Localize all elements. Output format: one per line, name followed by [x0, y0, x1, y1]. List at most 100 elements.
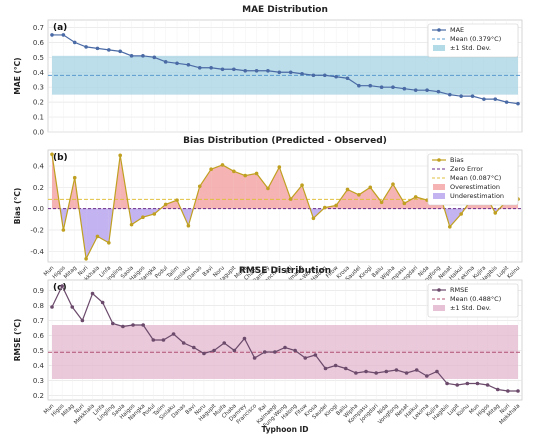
y-axis-label: RMSE (°C)	[13, 319, 22, 361]
data-point	[283, 345, 287, 350]
overestimation-fill	[290, 185, 303, 209]
data-point	[131, 323, 135, 327]
data-point	[425, 88, 429, 92]
data-point	[448, 92, 452, 97]
overestimation-fill	[358, 187, 371, 209]
legend-label: Mean (0.488°C)	[450, 295, 501, 303]
data-point	[232, 169, 236, 174]
overestimation-fill	[370, 187, 382, 209]
data-point	[163, 202, 168, 207]
y-tick-label: 0.1	[33, 114, 44, 122]
data-point	[129, 222, 134, 227]
data-point	[368, 83, 373, 88]
data-point	[334, 74, 338, 79]
data-point	[254, 171, 259, 176]
data-point	[192, 345, 196, 350]
data-point	[141, 215, 145, 219]
data-point	[485, 383, 490, 387]
data-point	[323, 366, 328, 371]
data-point	[482, 97, 486, 101]
data-point	[277, 165, 282, 169]
overestimation-fill	[381, 184, 393, 209]
data-point	[175, 61, 179, 66]
data-point	[394, 368, 399, 372]
panel-label: (c)	[53, 283, 67, 293]
data-point	[402, 201, 407, 206]
data-point	[254, 68, 259, 73]
y-tick-label: 0.0	[33, 129, 44, 137]
data-point	[354, 371, 358, 375]
data-point	[379, 200, 384, 205]
data-point	[455, 383, 460, 387]
y-tick-label: 0.5	[33, 347, 44, 355]
underestimation-fill	[97, 208, 109, 243]
data-point	[436, 89, 441, 94]
legend-label: Mean (0.087°C)	[450, 174, 501, 182]
data-point	[181, 341, 186, 345]
x-tick-label: Podul	[154, 265, 169, 280]
y-tick-label: 0.4	[33, 69, 45, 77]
data-point	[413, 195, 418, 199]
x-tick-label: Rai	[284, 265, 295, 276]
data-point	[516, 101, 520, 106]
data-point	[232, 67, 236, 72]
data-point	[288, 70, 293, 75]
data-point	[300, 183, 304, 187]
data-point	[186, 63, 191, 67]
legend-label: Zero Error	[450, 165, 483, 173]
underestimation-fill	[449, 208, 462, 227]
y-tick-label: 0.2	[33, 392, 44, 400]
data-point	[202, 351, 206, 356]
data-point	[163, 60, 168, 64]
data-point	[222, 341, 227, 345]
overestimation-fill	[233, 171, 246, 209]
panel-label: (b)	[53, 153, 68, 163]
data-point	[413, 88, 418, 92]
legend-label: Mean (0.379°C)	[450, 35, 501, 43]
data-point	[72, 175, 77, 180]
data-point	[495, 387, 500, 392]
data-point	[266, 68, 270, 73]
data-point	[334, 203, 338, 208]
data-point	[448, 225, 452, 229]
data-point	[414, 368, 419, 372]
data-point	[50, 152, 54, 157]
y-tick-label: 0.2	[33, 184, 44, 192]
data-point	[493, 97, 498, 101]
data-point	[152, 212, 157, 216]
x-tick-label: Rai	[258, 403, 269, 414]
data-point	[379, 85, 384, 89]
y-tick-label: 0.3	[33, 84, 44, 92]
data-point	[72, 40, 77, 45]
data-point	[209, 65, 213, 70]
data-point	[459, 212, 463, 216]
x-axis-label: Typhoon ID	[261, 425, 308, 434]
data-point	[504, 100, 509, 104]
legend-label: Overestimation	[450, 183, 500, 191]
data-point	[107, 241, 111, 245]
data-point	[175, 198, 179, 202]
data-point	[209, 167, 213, 171]
data-point	[84, 45, 88, 49]
data-point	[197, 65, 202, 70]
y-tick-label: 0.0	[33, 205, 44, 213]
y-tick-label: 0.8	[33, 302, 44, 310]
data-point	[95, 46, 100, 51]
data-point	[425, 374, 429, 378]
data-point	[364, 369, 368, 374]
data-point	[277, 70, 282, 75]
data-point	[357, 193, 361, 197]
data-point	[171, 332, 176, 336]
data-point	[368, 185, 373, 190]
y-tick-label: 0.5	[33, 54, 44, 62]
x-tick-label: Koinu	[506, 265, 521, 280]
data-point	[220, 163, 225, 167]
overestimation-fill	[404, 196, 416, 209]
data-point	[110, 321, 115, 326]
data-point	[311, 73, 316, 78]
legend-label: ±1 Std. Dev.	[450, 304, 491, 312]
y-axis-label: Bias (°C)	[13, 188, 22, 225]
data-point	[129, 54, 134, 58]
